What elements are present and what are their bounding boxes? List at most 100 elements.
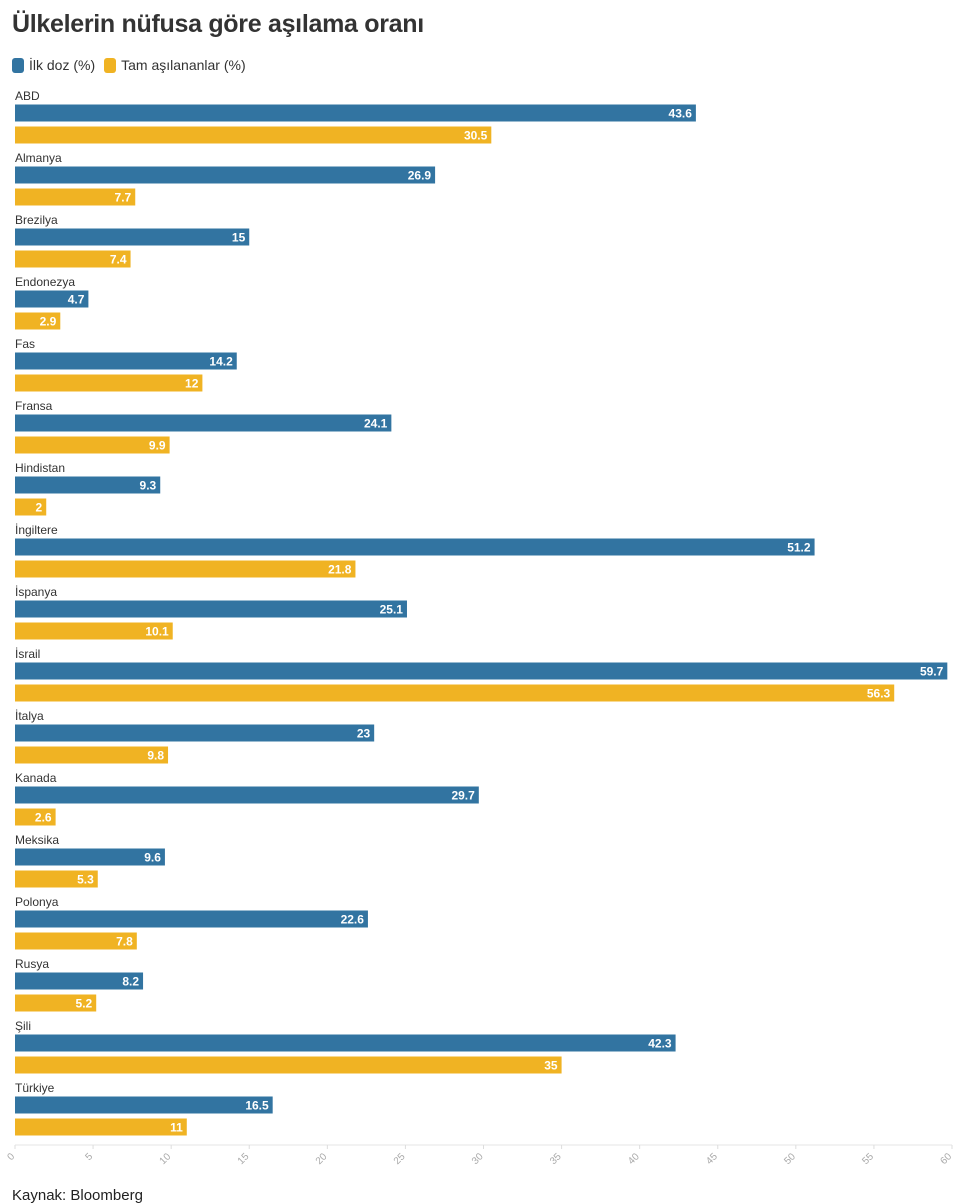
bar [15,870,98,888]
bar [15,994,97,1012]
category-label: Fransa [15,399,53,413]
category-label: Meksika [15,833,59,847]
x-tick-label: 25 [392,1151,408,1167]
x-tick-label: 10 [158,1151,174,1167]
bar [15,910,368,928]
bar [15,1056,562,1074]
bar [15,724,375,742]
category-label: Brezilya [15,213,58,227]
bar [15,622,173,640]
bar [15,166,436,184]
data-label: 14.2 [209,355,233,369]
data-label: 7.7 [115,191,132,205]
data-label: 25.1 [380,603,404,617]
bar [15,808,56,826]
bar [15,848,165,866]
data-label: 30.5 [464,129,488,143]
bar [15,374,203,392]
data-label: 5.3 [77,873,94,887]
bar [15,290,89,308]
legend: İlk doz (%) Tam aşılananlar (%) [12,57,246,73]
category-label: İngiltere [15,523,58,537]
legend-item-first-dose: İlk doz (%) [12,57,95,73]
data-label: 51.2 [787,541,811,555]
data-label: 24.1 [364,417,388,431]
bar [15,662,948,680]
x-tick-label: 45 [704,1151,720,1167]
legend-label-fully-vaccinated: Tam aşılananlar (%) [121,57,246,73]
data-label: 9.8 [147,749,164,763]
bar [15,250,131,268]
bar [15,312,61,330]
category-label: İspanya [15,585,57,599]
category-label: ABD [15,89,40,103]
data-label: 2.6 [35,811,52,825]
legend-item-fully-vaccinated: Tam aşılananlar (%) [104,57,246,73]
data-label: 9.9 [149,439,166,453]
x-tick-label: 55 [860,1151,876,1167]
data-label: 16.5 [245,1099,269,1113]
category-label: Almanya [15,151,62,165]
bar [15,972,144,990]
x-tick-label: 15 [236,1151,252,1167]
data-label: 8.2 [122,975,139,989]
x-tick-label: 40 [626,1151,642,1167]
category-label: Türkiye [15,1081,55,1095]
bar [15,352,237,370]
data-label: 9.6 [144,851,161,865]
bar [15,1118,187,1136]
data-label: 11 [170,1121,183,1135]
data-label: 7.8 [116,935,133,949]
category-label: Fas [15,337,35,351]
data-label: 15 [232,231,246,245]
bar [15,476,161,494]
x-tick-label: 60 [938,1151,954,1167]
legend-label-first-dose: İlk doz (%) [29,57,96,73]
data-label: 42.3 [648,1037,672,1051]
category-label: Endonezya [15,275,75,289]
data-label: 12 [185,377,199,391]
category-label: İsrail [15,647,40,661]
bar [15,436,170,454]
data-label: 56.3 [867,687,891,701]
bar [15,538,815,556]
data-label: 29.7 [451,789,475,803]
x-tick-label: 5 [83,1151,95,1163]
bar [15,1034,676,1052]
bar [15,228,250,246]
data-label: 7.4 [110,253,127,267]
data-label: 10.1 [145,625,169,639]
legend-swatch-fully-vaccinated [104,57,117,73]
category-label: Rusya [15,957,49,971]
x-tick-label: 20 [314,1151,330,1167]
data-label: 5.2 [76,997,93,1011]
x-tick-label: 35 [548,1151,564,1167]
data-label: 23 [357,727,371,741]
source-note: Kaynak: Bloomberg [12,1187,143,1204]
bar [15,684,895,702]
bar [15,104,696,122]
data-label: 2.9 [40,315,57,329]
bar [15,560,356,578]
data-label: 9.3 [140,479,157,493]
data-label: 22.6 [341,913,365,927]
bar [15,188,136,206]
bar [15,600,407,618]
bar [15,498,47,516]
data-label: 35 [544,1059,558,1073]
data-label: 4.7 [68,293,85,307]
chart-title: Ülkelerin nüfusa göre aşılama oranı [12,10,424,38]
bar [15,786,479,804]
x-tick-label: 30 [470,1151,486,1167]
data-label: 26.9 [408,169,432,183]
category-label: Polonya [15,895,59,909]
bar [15,746,169,764]
category-label: Şili [15,1019,31,1033]
data-label: 59.7 [920,665,944,679]
data-label: 21.8 [328,563,352,577]
data-label: 43.6 [669,107,693,121]
bar [15,126,492,144]
bar [15,1096,273,1114]
legend-swatch-first-dose [12,57,24,73]
